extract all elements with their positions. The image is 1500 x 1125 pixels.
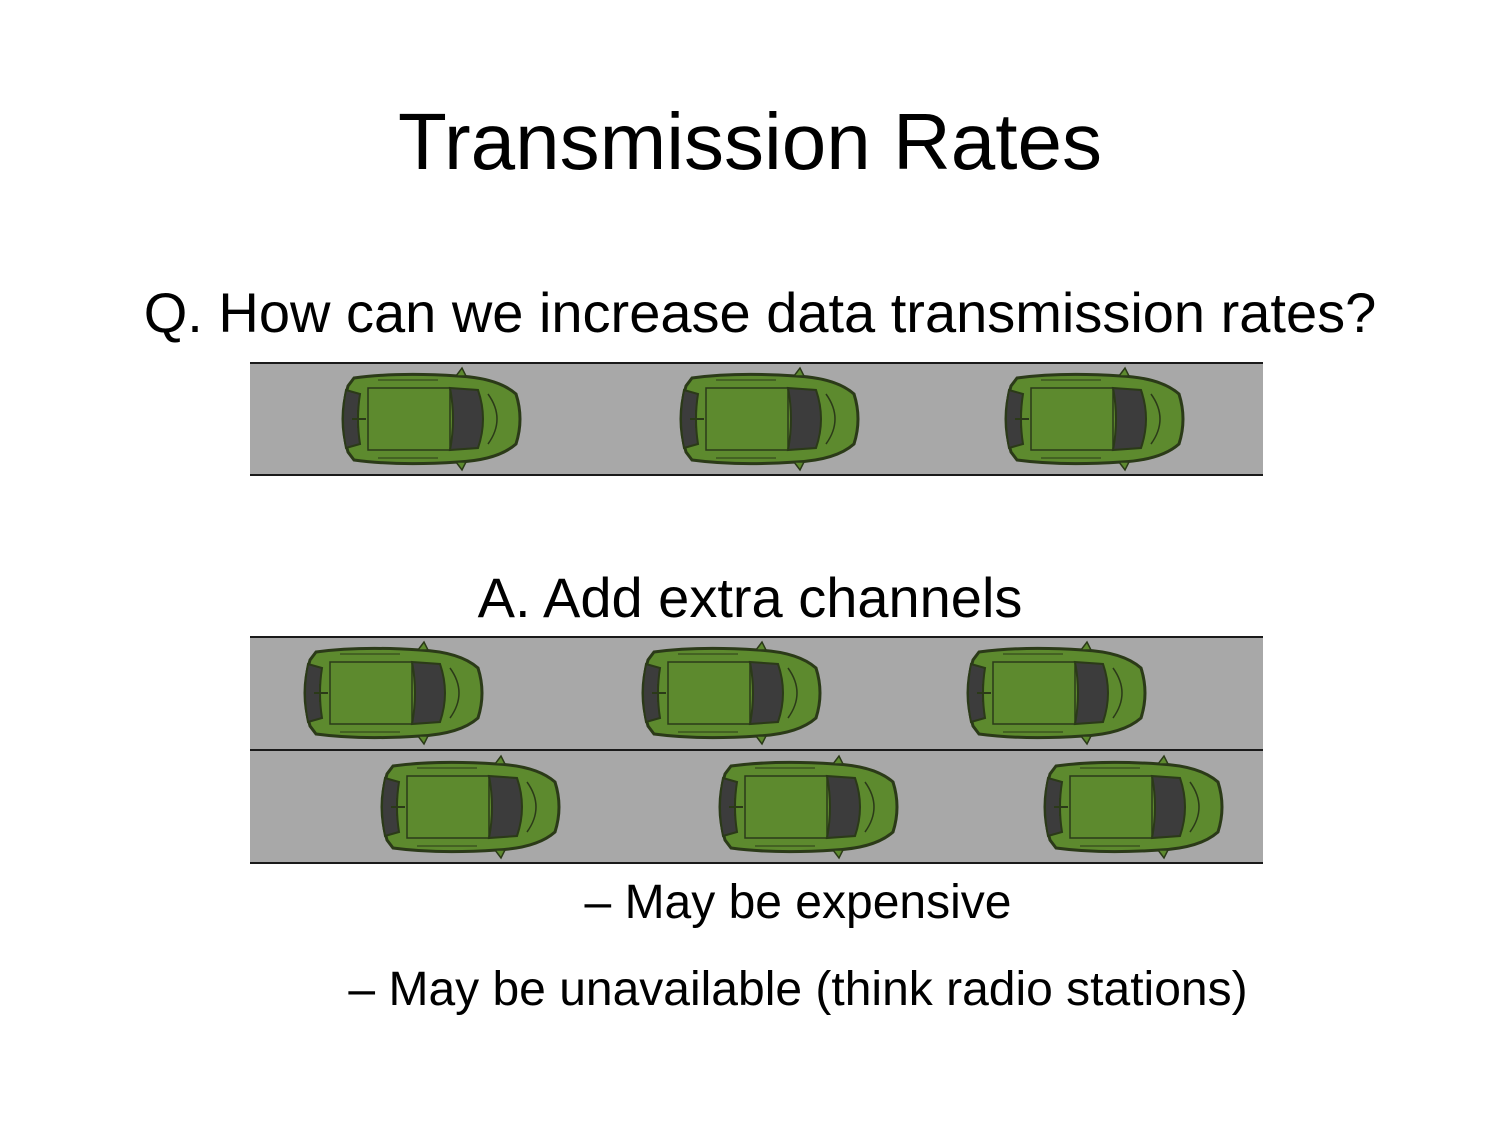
car-icon bbox=[966, 640, 1147, 746]
car-icon bbox=[679, 366, 860, 472]
single-channel-road-diagram bbox=[250, 362, 1263, 476]
multi-channel-road-diagram bbox=[250, 636, 1263, 864]
answer-text: A. Add extra channels bbox=[477, 566, 1023, 629]
car-icon bbox=[641, 640, 822, 746]
slide-title: Transmission Rates bbox=[398, 97, 1102, 186]
cars-lane-1 bbox=[341, 366, 1185, 472]
bullet-expensive: – May be expensive bbox=[584, 876, 1012, 929]
car-icon bbox=[380, 754, 561, 860]
cars-lane-upper bbox=[303, 640, 1147, 746]
car-icon bbox=[303, 640, 484, 746]
cars-lane-lower bbox=[380, 754, 1224, 860]
car-icon bbox=[1004, 366, 1185, 472]
car-icon bbox=[1043, 754, 1224, 860]
bullet-unavailable: – May be unavailable (think radio statio… bbox=[348, 963, 1248, 1016]
question-text: Q. How can we increase data transmission… bbox=[143, 281, 1377, 344]
car-icon bbox=[718, 754, 899, 860]
car-icon bbox=[341, 366, 522, 472]
